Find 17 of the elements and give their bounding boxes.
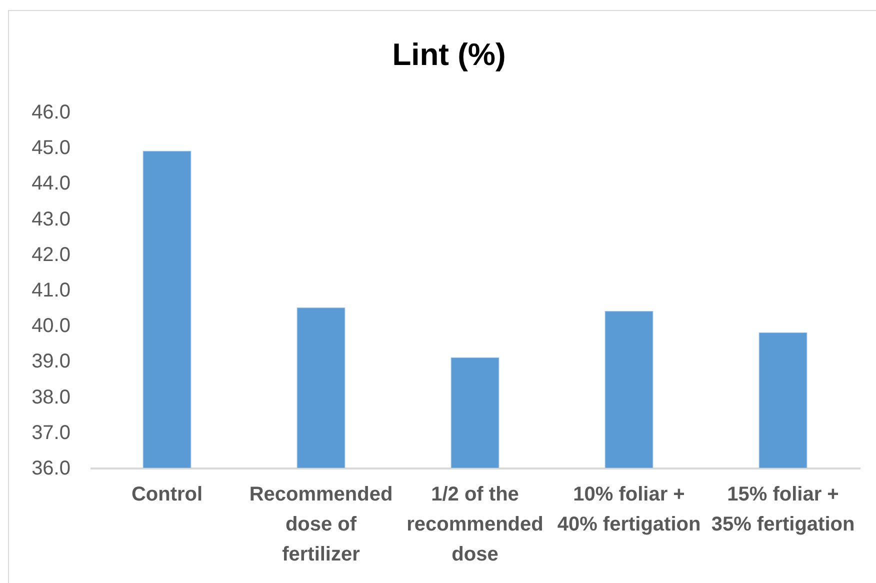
x-tick-label: 15% foliar + 35% fertigation	[711, 484, 855, 536]
y-tick-label: 42.0	[32, 244, 70, 266]
y-tick-label: 41.0	[32, 280, 70, 302]
y-tick-label: 40.0	[32, 315, 70, 338]
y-tick-label: 38.0	[32, 386, 70, 408]
x-tick-label: Control	[131, 484, 203, 506]
y-tick-label: 37.0	[32, 422, 70, 444]
y-tick-label: 45.0	[32, 137, 70, 160]
x-tick-label: Recommended dose of fertilizer	[249, 484, 393, 566]
y-tick-label: 46.0	[32, 102, 70, 124]
y-tick-label: 39.0	[32, 350, 70, 373]
y-tick-label: 43.0	[32, 208, 70, 230]
y-tick-label: 44.0	[32, 172, 70, 195]
y-tick-label: 36.0	[32, 458, 70, 480]
chart-title: Lint (%)	[392, 37, 506, 72]
x-tick-label: 10% foliar + 40% fertigation	[557, 484, 701, 536]
x-tick-label: 1/2 of the recommended dose	[406, 484, 544, 566]
